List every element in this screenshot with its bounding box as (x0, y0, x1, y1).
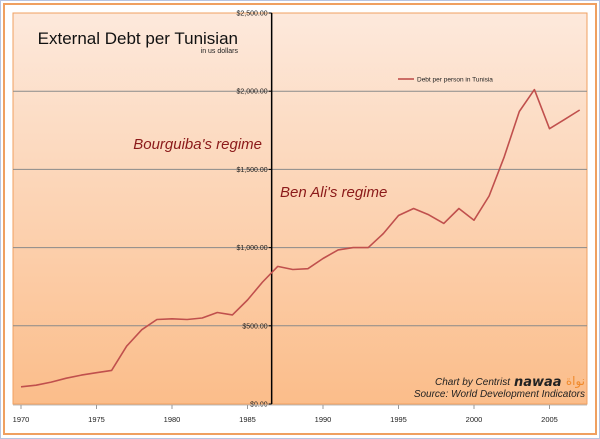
y-tick-label: $1,000.00 (237, 245, 268, 252)
x-tick-label: 1985 (239, 415, 256, 424)
brand-logo-arabic: نواة (566, 374, 585, 389)
source-text: Source: World Development Indicators (414, 389, 585, 400)
brand-logo-latin: nawaa (514, 375, 562, 390)
x-tick-label: 1970 (13, 415, 30, 424)
y-tick-label: $1,500.00 (237, 167, 268, 174)
gridlines (13, 90, 587, 327)
x-tick-label: 2000 (466, 415, 483, 424)
plot-area (12, 12, 588, 405)
x-tick-label: 1975 (88, 415, 105, 424)
legend-label: Debt per person in Tunisia (417, 77, 493, 84)
y-tick-label: $2,000.00 (237, 89, 268, 96)
annotation-bourguiba: Bourguiba's regime (133, 136, 262, 153)
x-tick-label: 2005 (541, 415, 558, 424)
x-axis: 1970 1975 1980 1985 1990 1995 2000 2005 (13, 404, 587, 424)
x-tick-label: 1980 (164, 415, 181, 424)
x-tick-label: 1990 (315, 415, 332, 424)
y-tick-label: $500.00 (242, 323, 267, 330)
chart-subtitle: in us dollars (201, 48, 239, 55)
x-tick-label: 1995 (390, 415, 407, 424)
y-tick-label: $2,500.00 (237, 11, 268, 18)
annotation-ben-ali: Ben Ali's regime (280, 184, 387, 201)
debt-line (20, 88, 581, 388)
chart-title: External Debt per Tunisian (38, 29, 238, 48)
credit-text: Chart by Centrist (435, 377, 511, 388)
